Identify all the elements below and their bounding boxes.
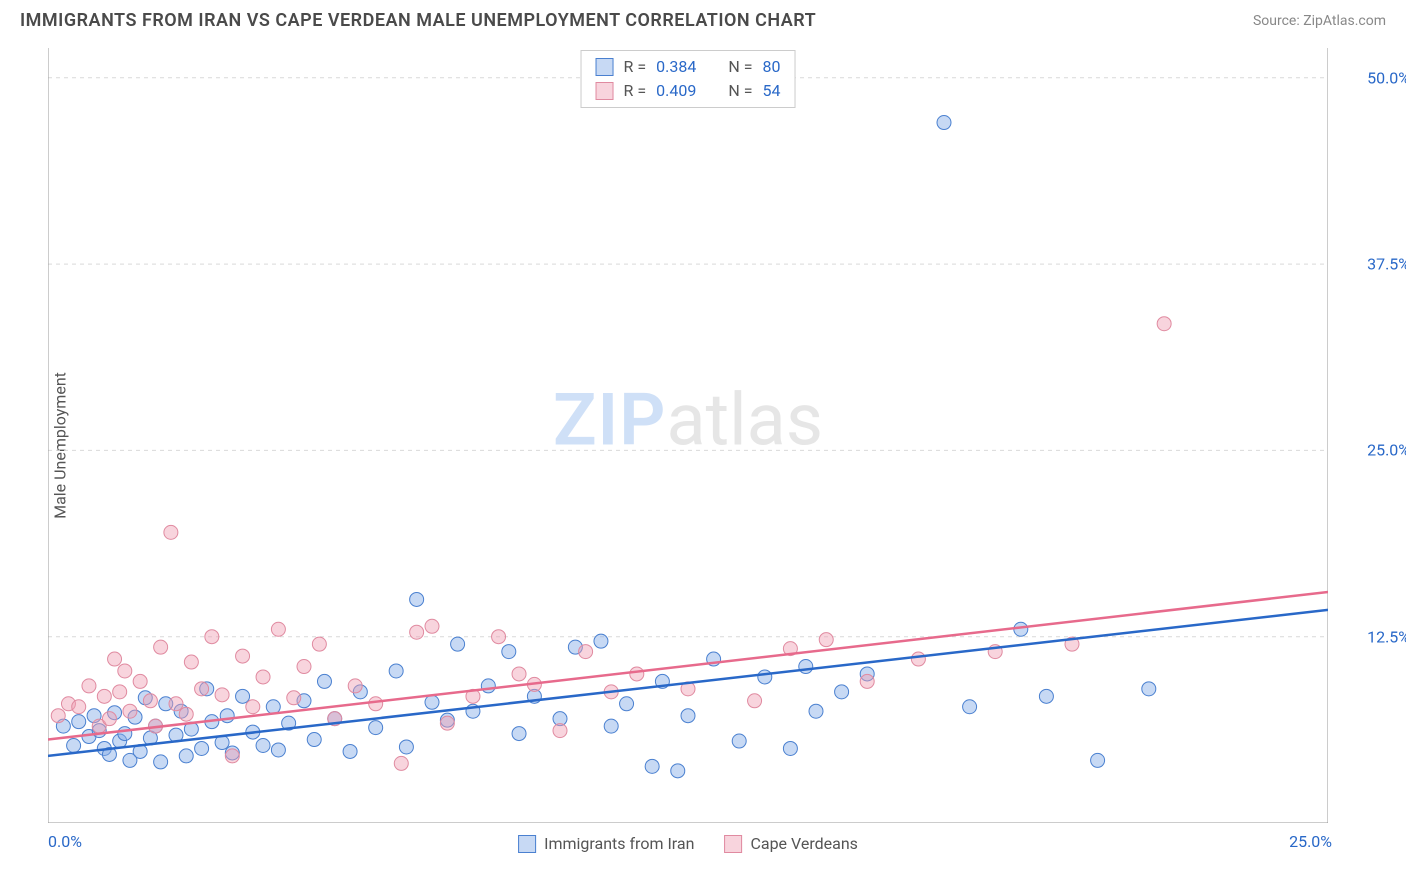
correlation-row-capeverdean: R = 0.409 N = 54 bbox=[596, 79, 781, 103]
source-attribution: Source: ZipAtlas.com bbox=[1253, 13, 1386, 29]
swatch-blue-icon bbox=[596, 58, 614, 76]
scatter-plot-svg bbox=[48, 48, 1328, 823]
n-value-iran: 80 bbox=[762, 55, 780, 79]
legend-label-iran: Immigrants from Iran bbox=[544, 834, 694, 853]
x-axis-max-label: 25.0% bbox=[1289, 832, 1332, 851]
legend-label-capeverdean: Cape Verdeans bbox=[750, 834, 857, 853]
series-legend: Immigrants from Iran Cape Verdeans bbox=[518, 834, 858, 853]
n-label: N = bbox=[728, 55, 752, 79]
x-axis-origin-label: 0.0% bbox=[48, 832, 82, 851]
r-value-iran: 0.384 bbox=[656, 55, 696, 79]
chart-title: IMMIGRANTS FROM IRAN VS CAPE VERDEAN MAL… bbox=[20, 10, 816, 31]
chart-header: IMMIGRANTS FROM IRAN VS CAPE VERDEAN MAL… bbox=[0, 0, 1406, 36]
n-label: N = bbox=[728, 79, 752, 103]
r-value-capeverdean: 0.409 bbox=[656, 79, 696, 103]
swatch-pink-icon bbox=[724, 835, 742, 853]
y-tick-label: 50.0% bbox=[1367, 68, 1406, 87]
legend-item-iran: Immigrants from Iran bbox=[518, 834, 694, 853]
r-label: R = bbox=[624, 55, 647, 79]
swatch-blue-icon bbox=[518, 835, 536, 853]
swatch-pink-icon bbox=[596, 82, 614, 100]
r-label: R = bbox=[624, 79, 647, 103]
correlation-row-iran: R = 0.384 N = 80 bbox=[596, 55, 781, 79]
chart-plot-area: Male Unemployment ZIPatlas R = 0.384 N =… bbox=[48, 48, 1328, 823]
y-tick-label: 25.0% bbox=[1367, 441, 1406, 460]
y-tick-label: 37.5% bbox=[1367, 255, 1406, 274]
n-value-capeverdean: 54 bbox=[762, 79, 780, 103]
legend-item-capeverdean: Cape Verdeans bbox=[724, 834, 857, 853]
y-tick-label: 12.5% bbox=[1367, 627, 1406, 646]
correlation-legend: R = 0.384 N = 80 R = 0.409 N = 54 bbox=[581, 50, 796, 108]
